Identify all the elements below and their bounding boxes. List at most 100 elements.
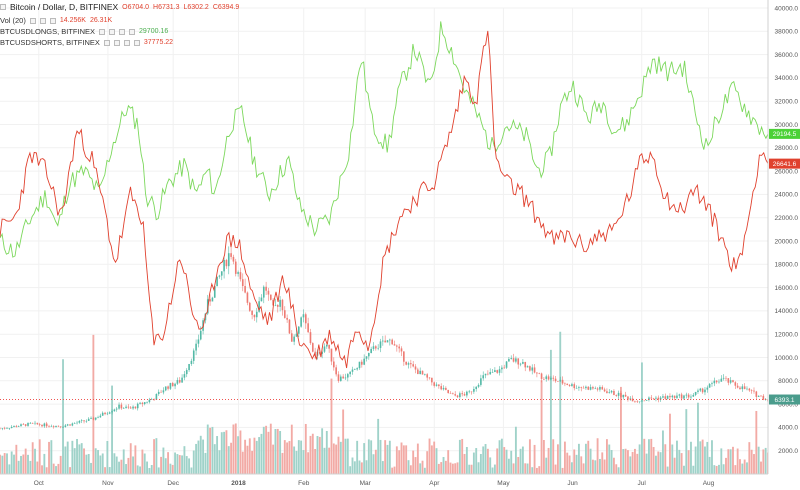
hide-icon[interactable] <box>29 17 36 24</box>
candle-body <box>587 386 590 390</box>
candle-body <box>739 387 741 390</box>
x-tick-label: Dec <box>167 480 179 487</box>
collapse-icon[interactable] <box>0 4 6 10</box>
candle-body <box>248 302 251 311</box>
candle-body <box>52 426 55 428</box>
y-tick-label: 30000.0 <box>775 122 799 129</box>
candle-body <box>547 376 550 380</box>
candle-body <box>269 294 272 300</box>
volume-bar <box>594 460 597 474</box>
candle-body <box>361 361 363 365</box>
volume-bar <box>739 459 741 474</box>
volume-bar <box>141 449 144 474</box>
candle-body <box>578 387 580 389</box>
volume-bar <box>680 453 683 474</box>
volume-bar <box>521 446 524 474</box>
volume-bar <box>108 467 111 474</box>
y-tick-label: 2000.0 <box>778 448 798 455</box>
candle-body <box>22 424 25 425</box>
volume-bar <box>743 459 746 474</box>
volume-bar <box>10 451 13 474</box>
longs-legend[interactable]: BTCUSDLONGS, BITFINEX 29700.16 <box>0 27 168 36</box>
candle-body <box>379 341 382 348</box>
candle-body <box>396 345 398 347</box>
candle-body <box>433 382 436 386</box>
candle-body <box>398 346 400 349</box>
shorts-value: 37775.22 <box>143 39 174 46</box>
volume-bar <box>342 409 345 474</box>
volume-label: Vol (20) <box>0 16 26 25</box>
settings-icon[interactable] <box>109 28 116 35</box>
candle-body <box>746 388 748 390</box>
candle-body <box>652 398 655 400</box>
volume-bar <box>174 452 177 474</box>
volume-bar <box>725 457 727 474</box>
candle-body <box>440 386 443 390</box>
volume-bar <box>41 465 43 474</box>
volume-bar <box>484 444 487 474</box>
volume-bar <box>351 457 354 474</box>
candle-body <box>466 391 468 396</box>
candle-body <box>496 370 499 373</box>
x-tick-label: Aug <box>703 480 715 487</box>
candle-body <box>356 368 358 370</box>
candle-body <box>720 378 723 382</box>
candle-body <box>575 388 578 389</box>
candle-body <box>552 377 555 379</box>
candle-body <box>498 369 501 373</box>
close-icon[interactable] <box>123 39 130 46</box>
candle-body <box>344 377 347 379</box>
volume-bar <box>85 454 88 474</box>
close-icon[interactable] <box>49 17 56 24</box>
volume-bar <box>683 465 685 474</box>
volume-bar <box>447 450 450 474</box>
volume-bar <box>687 450 690 474</box>
candle-body <box>24 424 27 426</box>
y-tick-label: 4000.0 <box>778 425 798 432</box>
settings-icon[interactable] <box>39 17 46 24</box>
volume-bar <box>603 459 606 474</box>
candle-body <box>743 386 746 390</box>
y-tick-label: 40000.0 <box>775 5 799 12</box>
volume-bar <box>78 444 81 474</box>
candle-body <box>295 333 298 337</box>
volume-bar <box>729 449 732 474</box>
candle-body <box>403 351 405 362</box>
candle-body <box>538 373 541 375</box>
close-icon[interactable] <box>119 28 126 35</box>
volume-bar <box>510 450 513 474</box>
candle-body <box>354 369 356 370</box>
volume-bar <box>160 456 163 474</box>
volume-bar <box>381 461 384 474</box>
volume-bar <box>307 452 310 474</box>
candle-body <box>297 326 300 334</box>
volume-bar <box>514 426 517 474</box>
volume-bar <box>395 446 398 474</box>
more-icon[interactable] <box>133 39 140 46</box>
time-axis[interactable]: Oct Nov Dec 2018 Feb Mar Apr May Jun Jul Aug <box>0 473 768 487</box>
hide-icon[interactable] <box>99 28 106 35</box>
hide-icon[interactable] <box>103 39 110 46</box>
volume-bar <box>190 467 193 474</box>
settings-icon[interactable] <box>113 39 120 46</box>
volume-bar <box>370 440 373 474</box>
x-tick-label: Feb <box>298 480 310 487</box>
candle-body <box>211 297 214 302</box>
more-icon[interactable] <box>129 28 136 35</box>
candle-body <box>613 390 615 395</box>
volume-bar <box>706 441 709 474</box>
candle-body <box>17 426 20 427</box>
price-axis[interactable]: 2000.0 4000.0 6000.0 8000.0 10000.0 12000.0 14… <box>767 0 800 490</box>
volume-bar <box>104 467 106 474</box>
candle-body <box>83 420 85 422</box>
candle-body <box>699 388 702 391</box>
volume-bar <box>409 465 412 474</box>
volume-legend[interactable]: Vol (20) 14.256K 26.31K <box>0 16 112 25</box>
shorts-price-tag: 26641.6 <box>773 161 797 168</box>
volume-bar <box>760 461 762 474</box>
volume-bar <box>437 463 440 474</box>
symbol-header[interactable]: Bitcoin / Dollar, D, BITFINEX O6704.0 H6… <box>0 2 239 12</box>
x-tick-label: Oct <box>34 480 44 487</box>
shorts-legend[interactable]: BTCUSDSHORTS, BITFINEX 37775.22 <box>0 38 173 47</box>
